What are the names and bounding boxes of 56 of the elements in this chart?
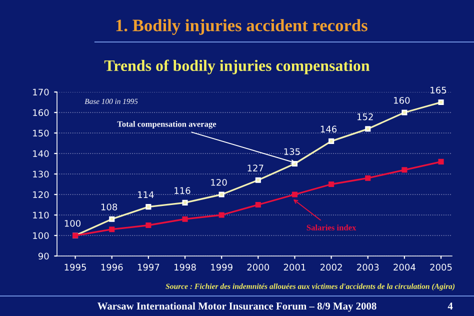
data-label: 127 [248, 164, 264, 172]
text: Salaries index [306, 224, 356, 230]
x-tick-label: 2004 [394, 264, 416, 271]
x-tick-label: 2005 [430, 264, 452, 271]
point [438, 99, 444, 106]
chart-title: 1. Bodily injuries accident records [116, 19, 368, 35]
data-label: 116 [174, 187, 190, 194]
point [328, 138, 334, 144]
point [365, 126, 371, 132]
x-tick-label: 1997 [138, 264, 160, 271]
text: Warsaw International Motor Insurance Forum – 8/9 May 2008 [97, 302, 376, 312]
y-tick-label: 120 [33, 191, 49, 198]
point [292, 192, 298, 198]
x-tick-label: 1999 [211, 264, 232, 271]
y-tick-label: 90 [38, 252, 49, 260]
y-tick-label: 130 [33, 170, 49, 178]
x-tick-label: 1996 [101, 264, 123, 271]
point [402, 167, 408, 173]
y-tick-label: 160 [33, 109, 49, 116]
point [438, 158, 444, 164]
data-label: 120 [211, 178, 227, 186]
point [255, 177, 261, 183]
point [218, 212, 224, 218]
data-label: 100 [64, 220, 81, 227]
y-tick-label: 140 [33, 150, 49, 158]
point [182, 200, 188, 206]
data-label: 146 [320, 126, 337, 133]
y-tick-label: 170 [33, 88, 49, 96]
x-tick-label: 2000 [247, 264, 270, 271]
point [182, 216, 188, 222]
point [328, 181, 334, 188]
x-tick-label: 2003 [357, 264, 379, 271]
x-tick-label: 1995 [64, 264, 86, 271]
data-label: 114 [138, 191, 154, 198]
point [402, 110, 408, 116]
point [255, 202, 261, 208]
point [218, 192, 224, 198]
text: 4 [448, 302, 453, 310]
text: Total compensation average [117, 120, 216, 129]
x-tick-label: 2002 [320, 264, 342, 271]
point [146, 222, 152, 228]
data-label: 160 [394, 96, 410, 104]
point [146, 204, 152, 210]
data-label: 135 [284, 148, 300, 156]
x-tick-label: 1998 [174, 264, 196, 271]
y-tick-label: 100 [33, 232, 49, 240]
point [365, 175, 371, 181]
y-tick-label: 110 [33, 212, 49, 219]
x-tick-label: 2001 [284, 264, 306, 271]
y-tick-label: 150 [33, 130, 49, 137]
data-label: 108 [101, 204, 118, 210]
data-label: 152 [357, 113, 373, 120]
point [109, 226, 115, 232]
point [109, 216, 115, 222]
data-label: 165 [430, 86, 446, 94]
chart-subtitle: Trends of bodily injuries compensation [104, 60, 370, 74]
